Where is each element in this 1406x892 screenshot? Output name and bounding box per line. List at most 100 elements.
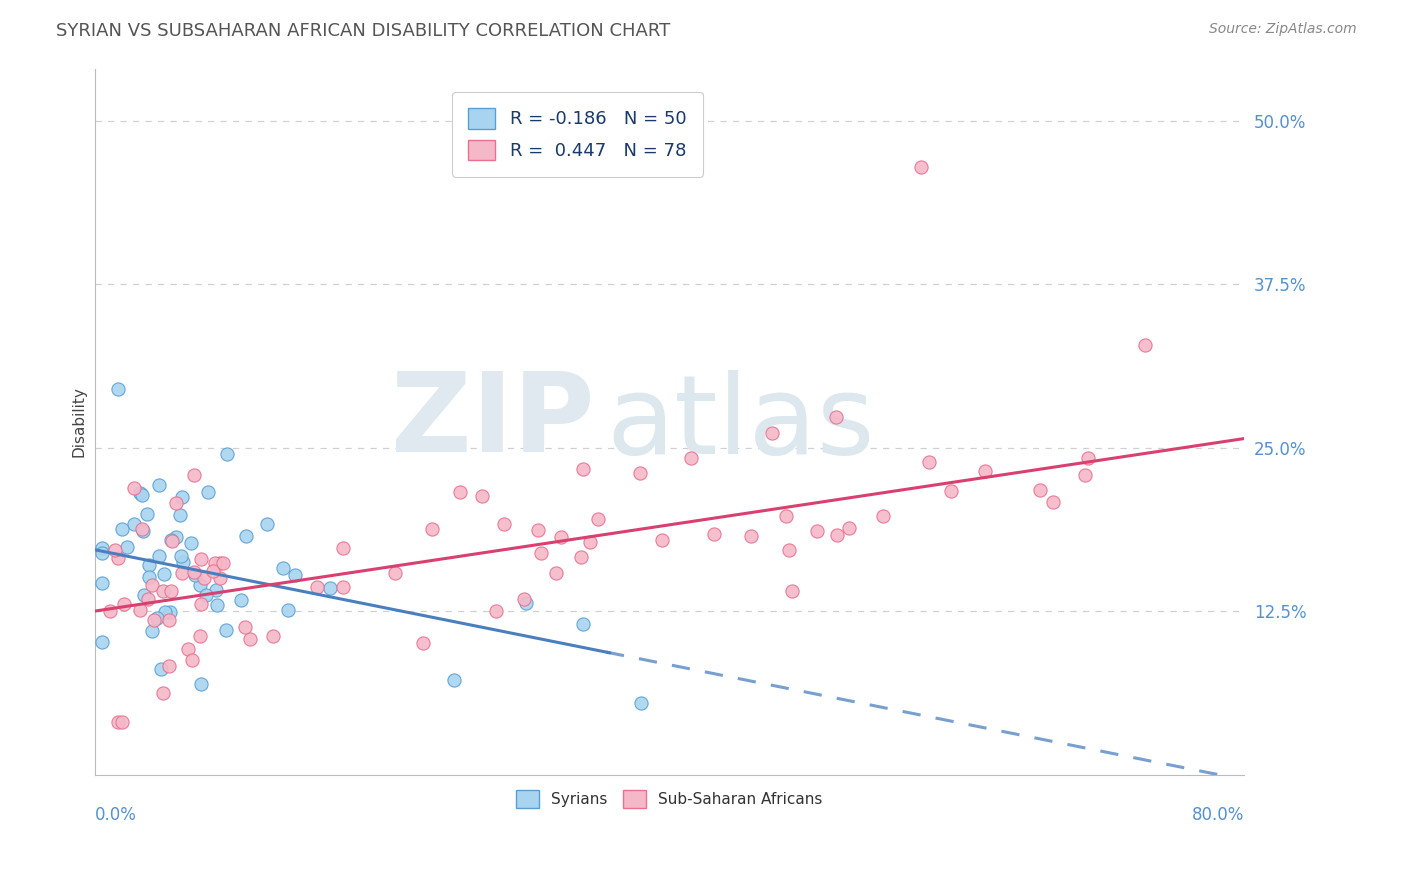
Point (149, 662, 172, 676)
Point (160, 533, 183, 547)
Point (205, 598, 228, 612)
Point (740, 529, 762, 543)
Point (778, 543, 800, 558)
Point (152, 584, 174, 599)
Point (208, 571, 231, 585)
Point (229, 593, 252, 607)
Point (184, 567, 207, 582)
Point (172, 555, 194, 569)
Point (117, 541, 139, 555)
Point (112, 597, 135, 611)
Point (1029, 483, 1052, 497)
Point (129, 602, 152, 616)
Point (332, 541, 354, 555)
Point (681, 451, 703, 466)
Point (90, 635, 112, 649)
Point (761, 425, 783, 440)
Point (148, 549, 170, 563)
Point (180, 535, 202, 549)
Point (544, 566, 567, 581)
Point (209, 556, 232, 570)
Point (153, 567, 176, 582)
Point (170, 566, 193, 580)
Point (160, 533, 183, 548)
Point (90, 546, 112, 560)
Point (530, 546, 553, 560)
Point (471, 489, 494, 503)
Point (526, 524, 548, 538)
Point (939, 484, 962, 499)
Point (107, 382, 129, 396)
Point (572, 461, 595, 475)
Point (136, 591, 159, 606)
Point (190, 677, 212, 691)
Text: Source: ZipAtlas.com: Source: ZipAtlas.com (1209, 22, 1357, 37)
Point (215, 623, 238, 637)
Point (910, 160, 932, 174)
Point (578, 535, 600, 549)
Point (148, 478, 170, 492)
Point (122, 516, 145, 531)
Point (384, 566, 406, 580)
Point (141, 624, 163, 638)
Point (155, 605, 177, 619)
Text: 0.0%: 0.0% (94, 806, 136, 824)
Y-axis label: Disability: Disability (72, 386, 86, 457)
Point (169, 508, 191, 523)
Point (630, 696, 652, 710)
Point (170, 549, 193, 564)
Point (124, 481, 146, 495)
Point (201, 565, 224, 579)
Point (190, 598, 212, 612)
Point (183, 565, 205, 579)
Point (838, 521, 860, 535)
Point (271, 561, 294, 575)
Point (825, 409, 848, 424)
Point (136, 507, 159, 521)
Point (974, 464, 997, 478)
Point (111, 522, 134, 536)
Point (492, 516, 515, 531)
Point (157, 613, 180, 627)
Point (485, 604, 508, 618)
Point (131, 522, 153, 536)
Point (513, 591, 536, 606)
Point (204, 556, 226, 570)
Point (284, 568, 307, 582)
Point (138, 558, 160, 572)
Point (142, 613, 165, 627)
Point (775, 509, 797, 524)
Legend: Syrians, Sub-Saharan Africans: Syrians, Sub-Saharan Africans (505, 778, 835, 820)
Point (628, 466, 651, 480)
Point (107, 715, 129, 730)
Point (183, 467, 205, 482)
Point (165, 530, 187, 544)
Point (129, 486, 152, 500)
Point (515, 596, 537, 610)
Point (165, 496, 187, 510)
Text: atlas: atlas (606, 370, 875, 477)
Point (586, 512, 609, 526)
Point (141, 578, 163, 592)
Point (872, 509, 894, 524)
Point (159, 605, 181, 619)
Point (170, 490, 193, 504)
Point (1077, 450, 1099, 465)
Point (193, 571, 215, 585)
Point (550, 530, 572, 544)
Point (918, 455, 941, 469)
Point (569, 550, 592, 565)
Point (256, 517, 278, 532)
Point (1042, 495, 1064, 509)
Point (233, 620, 256, 634)
Point (90, 576, 112, 591)
Text: ZIP: ZIP (391, 368, 595, 475)
Point (188, 578, 211, 592)
Point (194, 588, 217, 602)
Point (217, 447, 239, 461)
Point (90, 541, 112, 555)
Point (177, 642, 200, 657)
Point (1074, 467, 1097, 482)
Text: SYRIAN VS SUBSAHARAN AFRICAN DISABILITY CORRELATION CHART: SYRIAN VS SUBSAHARAN AFRICAN DISABILITY … (56, 22, 671, 40)
Point (138, 570, 160, 584)
